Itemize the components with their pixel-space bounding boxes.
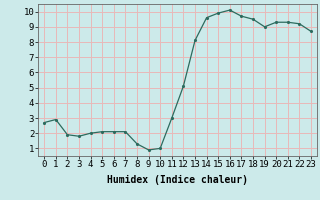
X-axis label: Humidex (Indice chaleur): Humidex (Indice chaleur) <box>107 175 248 185</box>
